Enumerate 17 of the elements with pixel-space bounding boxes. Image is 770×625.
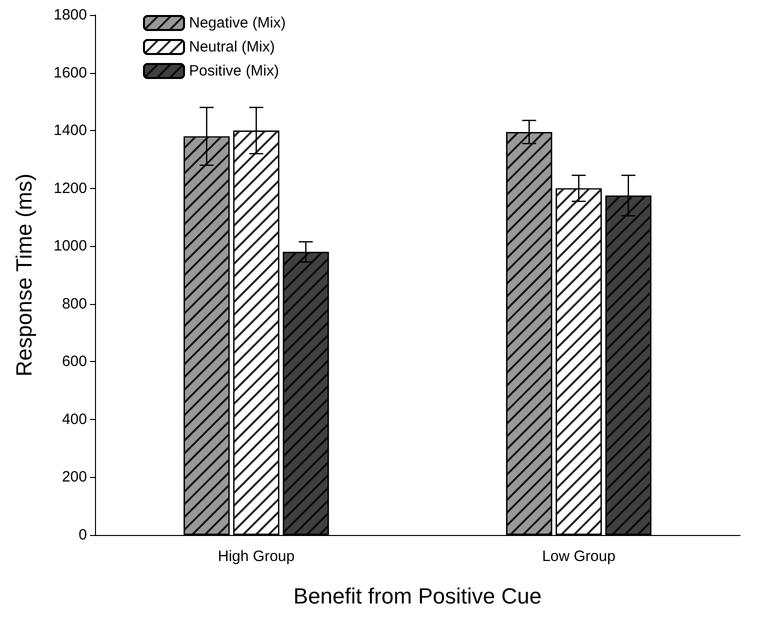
legend-label: Positive (Mix) (189, 62, 280, 80)
y-tick-label: 1200 (54, 180, 87, 197)
y-axis-title: Response Time (ms) (12, 174, 36, 376)
legend-label: Negative (Mix) (189, 14, 286, 32)
y-tick-label: 400 (62, 410, 87, 428)
y-tick-label: 0 (78, 526, 87, 544)
y-tick-label: 200 (62, 468, 87, 486)
y-tick-label: 800 (62, 295, 87, 312)
y-tick-label: 600 (62, 353, 87, 370)
x-tick-label: High Group (218, 548, 295, 565)
x-tick-label: Low Group (542, 548, 616, 565)
y-tick-label: 1400 (54, 122, 87, 140)
legend-label: Neutral (Mix) (189, 38, 275, 56)
y-tick-label: 1600 (54, 64, 87, 82)
y-tick-label: 1000 (54, 238, 87, 255)
x-axis-title: Benefit from Positive Cue (293, 584, 542, 608)
y-tick-label: 1800 (54, 6, 87, 24)
